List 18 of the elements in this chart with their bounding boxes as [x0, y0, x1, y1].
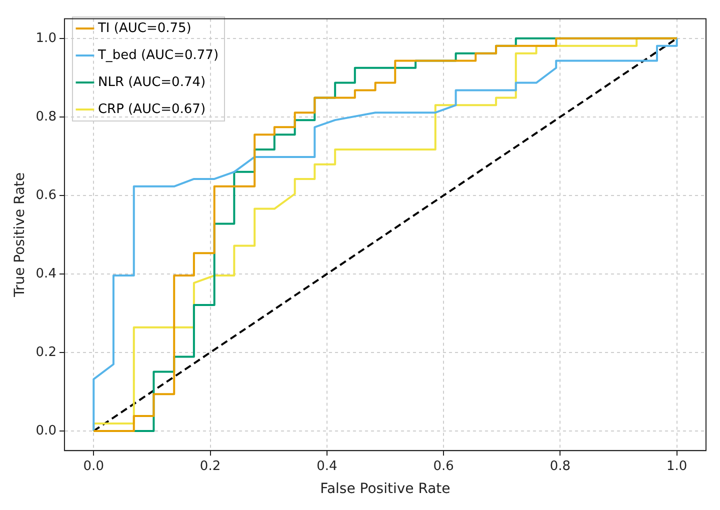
y-axis-title: True Positive Rate: [12, 172, 28, 298]
y-tick-label: 0.6: [36, 188, 56, 203]
x-axis-title: False Positive Rate: [320, 481, 450, 498]
legend-label: T_bed (AUC=0.77): [96, 48, 219, 63]
x-tick-label: 0.8: [550, 458, 571, 474]
legend-label: TI (AUC=0.75): [96, 20, 192, 36]
y-tick-label: 0.4: [36, 266, 56, 282]
legend-label: CRP (AUC=0.67): [98, 102, 206, 117]
y-tick-label: 1.0: [36, 30, 56, 46]
y-tick-label: 0.8: [36, 109, 56, 124]
y-tick-label: 0.2: [36, 344, 56, 360]
x-tick-label: 1.0: [666, 458, 688, 474]
legend-label: NLR (AUC=0.74): [98, 74, 206, 90]
x-tick-label: 0.2: [200, 458, 221, 474]
y-tick-label: 0.0: [36, 423, 56, 438]
x-tick-label: 0.0: [83, 458, 104, 474]
x-tick-label: 0.4: [316, 458, 338, 474]
x-tick-label: 0.6: [433, 458, 454, 474]
